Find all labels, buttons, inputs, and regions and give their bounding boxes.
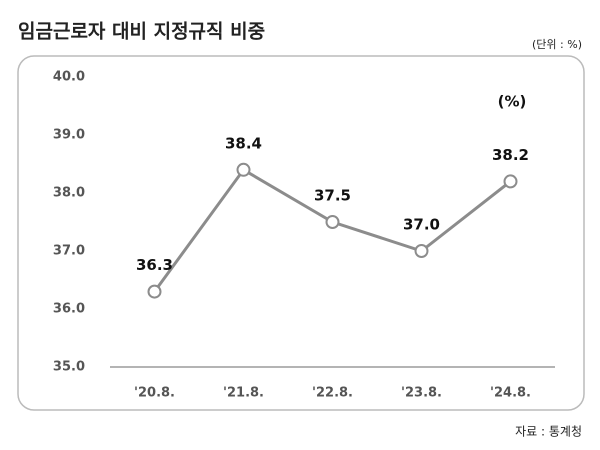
value-label: 36.3 (136, 256, 173, 274)
x-tick-label: '23.8. (401, 386, 442, 401)
marker (414, 244, 429, 258)
marker (503, 174, 518, 189)
x-tick-label: '21.8. (223, 386, 264, 401)
annotation: (%) (498, 93, 527, 111)
value-label: 38.2 (492, 146, 529, 164)
frame (17, 55, 585, 411)
unit-label: (단위 : %) (532, 38, 582, 51)
y-tick-label: 40.0 (53, 70, 85, 85)
y-tick-label: 39.0 (53, 128, 85, 143)
marker (147, 284, 162, 299)
value-label: 37.5 (314, 187, 351, 205)
marker (325, 215, 340, 229)
marker (236, 162, 251, 177)
y-tick-label: 38.0 (53, 186, 85, 201)
y-tick-label: 36.0 (53, 302, 85, 317)
y-tick-label: 37.0 (53, 244, 85, 259)
x-tick-label: '20.8. (134, 386, 175, 401)
value-label: 37.0 (403, 216, 440, 234)
source: 자료 : 통계청 (515, 425, 582, 439)
chart-title: 임금근로자 대비 지정규직 비중 (18, 21, 265, 43)
y-tick-label: 35.0 (53, 360, 85, 375)
x-tick-label: '22.8. (312, 386, 353, 401)
x-tick-label: '24.8. (490, 386, 531, 401)
value-label: 38.4 (225, 134, 262, 152)
